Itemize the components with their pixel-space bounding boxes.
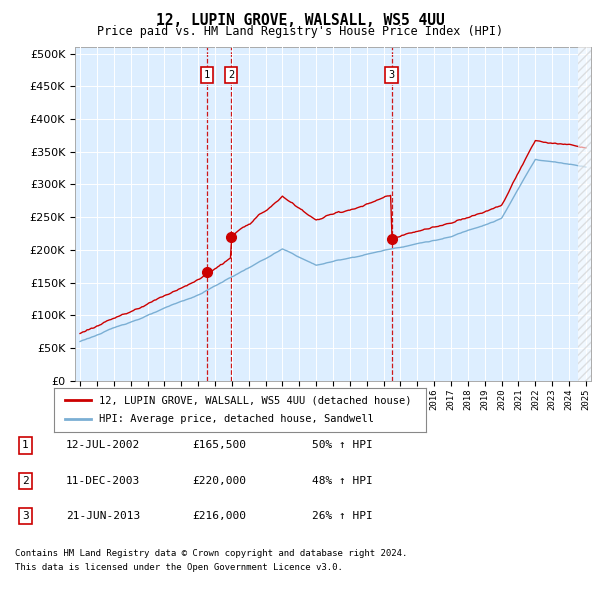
Text: £216,000: £216,000: [192, 512, 246, 521]
Text: 50% ↑ HPI: 50% ↑ HPI: [312, 441, 373, 450]
Bar: [578, 47, 591, 381]
Text: Price paid vs. HM Land Registry's House Price Index (HPI): Price paid vs. HM Land Registry's House …: [97, 25, 503, 38]
Text: 2: 2: [228, 70, 234, 80]
Text: HPI: Average price, detached house, Sandwell: HPI: Average price, detached house, Sand…: [98, 415, 374, 424]
Text: 2: 2: [22, 476, 29, 486]
Text: £165,500: £165,500: [192, 441, 246, 450]
Text: 21-JUN-2013: 21-JUN-2013: [66, 512, 140, 521]
Text: 12, LUPIN GROVE, WALSALL, WS5 4UU: 12, LUPIN GROVE, WALSALL, WS5 4UU: [155, 13, 445, 28]
Text: 3: 3: [22, 512, 29, 521]
Text: 12, LUPIN GROVE, WALSALL, WS5 4UU (detached house): 12, LUPIN GROVE, WALSALL, WS5 4UU (detac…: [98, 395, 411, 405]
Text: 12-JUL-2002: 12-JUL-2002: [66, 441, 140, 450]
Text: This data is licensed under the Open Government Licence v3.0.: This data is licensed under the Open Gov…: [15, 563, 343, 572]
Text: 26% ↑ HPI: 26% ↑ HPI: [312, 512, 373, 521]
Text: Contains HM Land Registry data © Crown copyright and database right 2024.: Contains HM Land Registry data © Crown c…: [15, 549, 407, 558]
Text: 1: 1: [204, 70, 211, 80]
Text: 48% ↑ HPI: 48% ↑ HPI: [312, 476, 373, 486]
Text: 1: 1: [22, 441, 29, 450]
Text: 3: 3: [388, 70, 395, 80]
Text: 11-DEC-2003: 11-DEC-2003: [66, 476, 140, 486]
Text: £220,000: £220,000: [192, 476, 246, 486]
